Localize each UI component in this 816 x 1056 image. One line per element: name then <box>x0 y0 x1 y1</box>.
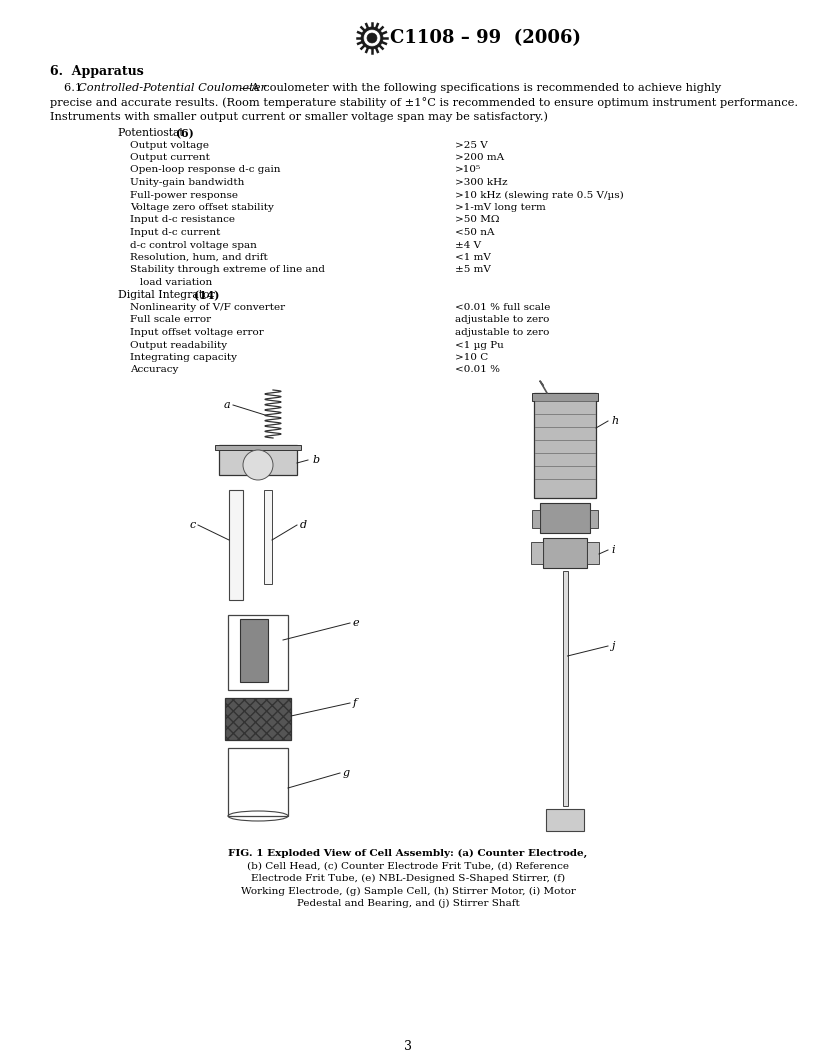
Text: Accuracy: Accuracy <box>130 365 179 375</box>
Text: >50 MΩ: >50 MΩ <box>455 215 499 225</box>
Bar <box>264 490 272 584</box>
Text: Resolution, hum, and drift: Resolution, hum, and drift <box>130 253 268 262</box>
Text: Input d-c current: Input d-c current <box>130 228 220 237</box>
Text: a: a <box>224 400 230 410</box>
Text: >10⁵: >10⁵ <box>455 166 481 174</box>
Text: Output readability: Output readability <box>130 340 227 350</box>
Text: >300 kHz: >300 kHz <box>455 178 508 187</box>
Bar <box>543 538 587 568</box>
Text: Full-power response: Full-power response <box>130 190 238 200</box>
Text: j: j <box>611 641 614 650</box>
Text: d: d <box>300 520 307 530</box>
Text: (14): (14) <box>194 290 220 302</box>
Circle shape <box>361 27 383 49</box>
Bar <box>540 503 590 533</box>
Text: Pedestal and Bearing, and (j) Stirrer Shaft: Pedestal and Bearing, and (j) Stirrer Sh… <box>297 899 519 908</box>
Text: Electrode Frit Tube, (e) NBL-Designed S-Shaped Stirrer, (f): Electrode Frit Tube, (e) NBL-Designed S-… <box>251 874 565 883</box>
Text: >25 V: >25 V <box>455 140 488 150</box>
Circle shape <box>367 33 377 43</box>
Bar <box>532 510 540 528</box>
Text: Stability through extreme of line and: Stability through extreme of line and <box>130 265 325 275</box>
Text: Digital Integrator: Digital Integrator <box>118 290 218 301</box>
Bar <box>225 698 291 740</box>
Text: <0.01 % full scale: <0.01 % full scale <box>455 303 550 312</box>
Bar <box>587 542 599 564</box>
Text: (b) Cell Head, (c) Counter Electrode Frit Tube, (d) Reference: (b) Cell Head, (c) Counter Electrode Fri… <box>247 862 569 870</box>
Bar <box>546 809 584 831</box>
Text: Instruments with smaller output current or smaller voltage span may be satisfact: Instruments with smaller output current … <box>50 111 548 121</box>
Text: c: c <box>190 520 196 530</box>
Text: e: e <box>353 618 360 628</box>
Text: adjustable to zero: adjustable to zero <box>455 328 549 337</box>
Text: >200 mA: >200 mA <box>455 153 504 162</box>
Text: ±4 V: ±4 V <box>455 241 481 249</box>
Text: Nonlinearity of V/F converter: Nonlinearity of V/F converter <box>130 303 285 312</box>
Text: 3: 3 <box>404 1040 412 1053</box>
Bar <box>215 445 301 450</box>
Bar <box>228 615 288 690</box>
Text: 6.  Apparatus: 6. Apparatus <box>50 65 144 78</box>
Text: Controlled-Potential Coulometer: Controlled-Potential Coulometer <box>78 83 266 93</box>
Text: FIG. 1 Exploded View of Cell Assembly: (a) Counter Electrode,: FIG. 1 Exploded View of Cell Assembly: (… <box>228 849 588 859</box>
Text: load variation: load variation <box>130 278 212 287</box>
Text: Working Electrode, (g) Sample Cell, (h) Stirrer Motor, (i) Motor: Working Electrode, (g) Sample Cell, (h) … <box>241 886 575 895</box>
Text: Voltage zero offset stability: Voltage zero offset stability <box>130 203 274 212</box>
Bar <box>219 445 297 475</box>
Text: Output current: Output current <box>130 153 210 162</box>
Text: Full scale error: Full scale error <box>130 316 211 324</box>
Bar <box>240 619 268 682</box>
Bar <box>532 393 598 401</box>
Text: <0.01 %: <0.01 % <box>455 365 500 375</box>
Text: Open-loop response d-c gain: Open-loop response d-c gain <box>130 166 281 174</box>
Bar <box>534 393 596 498</box>
Bar <box>590 510 598 528</box>
Text: >10 kHz (slewing rate 0.5 V/µs): >10 kHz (slewing rate 0.5 V/µs) <box>455 190 623 200</box>
Text: Integrating capacity: Integrating capacity <box>130 353 237 362</box>
Text: Input offset voltage error: Input offset voltage error <box>130 328 264 337</box>
Text: C1108 – 99  (2006): C1108 – 99 (2006) <box>390 29 581 48</box>
Text: i: i <box>611 545 614 555</box>
Text: d-c control voltage span: d-c control voltage span <box>130 241 257 249</box>
Text: (6): (6) <box>176 128 193 139</box>
Text: >10 C: >10 C <box>455 353 488 362</box>
Text: ±5 mV: ±5 mV <box>455 265 491 275</box>
Bar <box>531 542 543 564</box>
Circle shape <box>364 30 380 45</box>
Circle shape <box>243 450 273 480</box>
Text: precise and accurate results. (Room temperature stability of ±1°C is recommended: precise and accurate results. (Room temp… <box>50 97 798 108</box>
Text: h: h <box>611 416 619 426</box>
Text: >1-mV long term: >1-mV long term <box>455 203 546 212</box>
Text: 6.1: 6.1 <box>64 83 86 93</box>
Text: Output voltage: Output voltage <box>130 140 209 150</box>
Text: Potentiostat: Potentiostat <box>118 128 187 138</box>
Text: b: b <box>313 455 320 465</box>
Text: Unity-gain bandwidth: Unity-gain bandwidth <box>130 178 244 187</box>
Bar <box>562 571 567 806</box>
Text: g: g <box>343 768 350 778</box>
Text: <1 µg Pu: <1 µg Pu <box>455 340 503 350</box>
Text: Input d-c resistance: Input d-c resistance <box>130 215 235 225</box>
Bar <box>229 490 243 600</box>
Bar <box>228 748 288 816</box>
Text: adjustable to zero: adjustable to zero <box>455 316 549 324</box>
Text: <50 nA: <50 nA <box>455 228 494 237</box>
Text: f: f <box>353 698 357 708</box>
Text: <1 mV: <1 mV <box>455 253 491 262</box>
Text: —A coulometer with the following specifications is recommended to achieve highly: —A coulometer with the following specifi… <box>240 83 721 93</box>
